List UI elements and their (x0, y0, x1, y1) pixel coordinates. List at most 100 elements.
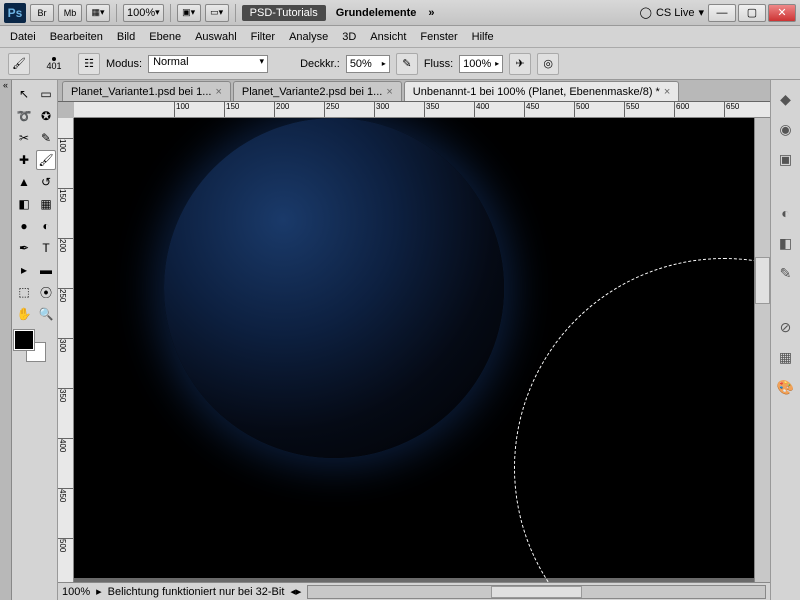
menu-bild[interactable]: Bild (117, 31, 135, 43)
horizontal-scrollbar[interactable] (307, 585, 766, 599)
eraser-tool[interactable]: ◧ (14, 194, 34, 214)
cslive-icon[interactable]: ◯ (640, 6, 652, 19)
quick-select-tool[interactable]: ✪ (36, 106, 56, 126)
move-tool[interactable]: ↖ (14, 84, 34, 104)
dodge-tool[interactable]: ◐ (36, 216, 56, 236)
screen-mode-button[interactable]: ▭▾ (205, 4, 229, 22)
bridge-button[interactable]: Br (30, 4, 54, 22)
document-area: Planet_Variante1.psd bei 1...× Planet_Va… (58, 80, 770, 600)
brush-preview[interactable]: 401 (36, 57, 72, 71)
mode-label: Modus: (106, 58, 142, 70)
path-select-tool[interactable]: ▸ (14, 260, 34, 280)
vertical-scrollbar[interactable] (754, 118, 770, 582)
layers-panel-icon[interactable]: ◆ (775, 88, 797, 110)
workspace-badge[interactable]: PSD-Tutorials (242, 5, 326, 21)
hand-tool[interactable]: ✋ (14, 304, 34, 324)
view-extras-button[interactable]: ▦▾ (86, 4, 110, 22)
status-bar: 100% ▸ Belichtung funktioniert nur bei 3… (58, 582, 770, 600)
flow-label: Fluss: (424, 58, 453, 70)
stamp-tool[interactable]: ▲ (14, 172, 34, 192)
3d-tool[interactable]: ⬚ (14, 282, 34, 302)
status-message: Belichtung funktioniert nur bei 32-Bit (108, 586, 285, 598)
close-icon[interactable]: × (664, 86, 670, 98)
tool-preset-picker[interactable]: 🖌 (8, 53, 30, 75)
history-panel-icon[interactable]: ◧ (775, 232, 797, 254)
close-icon[interactable]: × (215, 86, 221, 98)
gradient-tool[interactable]: ▦ (36, 194, 56, 214)
title-bar: Ps Br Mb ▦▾ 100% ▾ ▣▾ ▭▾ PSD-Tutorials G… (0, 0, 800, 26)
menu-datei[interactable]: Datei (10, 31, 36, 43)
paths-panel-icon[interactable]: ▣ (775, 148, 797, 170)
tab-variante2[interactable]: Planet_Variante2.psd bei 1...× (233, 81, 402, 101)
right-panel-dock: ◆ ◉ ▣ ◐ ◧ ✎ ⊘ ▦ 🎨 (770, 80, 800, 600)
pen-tool[interactable]: ✒ (14, 238, 34, 258)
minimize-button[interactable]: — (708, 4, 736, 22)
color-swatches[interactable] (14, 330, 50, 366)
options-bar: 🖌 401 ☷ Modus: Normal Deckkr.: 50% ✎ Flu… (0, 48, 800, 80)
opacity-input[interactable]: 50% (346, 55, 390, 73)
opacity-label: Deckkr.: (300, 58, 340, 70)
cslive-dropdown-icon[interactable]: ▾ (698, 6, 704, 19)
toolbox: ↖ ▭ ➰ ✪ ✂ ✎ ✚ 🖌 ▲ ↺ ◧ ▦ ● ◐ ✒ T ▸ ▬ ⬚ ⦿ … (12, 80, 58, 600)
photoshop-logo: Ps (4, 3, 26, 23)
blend-mode-select[interactable]: Normal (148, 55, 268, 73)
vertical-ruler[interactable]: 100150200250300350400450500 (58, 118, 74, 582)
status-arrow-icon[interactable]: ▸ (96, 585, 102, 598)
history-brush-tool[interactable]: ↺ (36, 172, 56, 192)
minibridge-button[interactable]: Mb (58, 4, 82, 22)
shape-tool[interactable]: ▬ (36, 260, 56, 280)
tab-unbenannt[interactable]: Unbenannt-1 bei 100% (Planet, Ebenenmask… (404, 81, 680, 101)
tab-variante1[interactable]: Planet_Variante1.psd bei 1...× (62, 81, 231, 101)
menu-ebene[interactable]: Ebene (149, 31, 181, 43)
3d-camera-tool[interactable]: ⦿ (36, 282, 56, 302)
menu-3d[interactable]: 3D (342, 31, 356, 43)
menu-auswahl[interactable]: Auswahl (195, 31, 237, 43)
blur-tool[interactable]: ● (14, 216, 34, 236)
brush-panel-toggle[interactable]: ☷ (78, 53, 100, 75)
cslive-label[interactable]: CS Live (656, 7, 695, 19)
brush-panel-icon[interactable]: ✎ (775, 262, 797, 284)
airbrush-icon[interactable]: ✈ (509, 53, 531, 75)
more-icon[interactable]: » (428, 7, 434, 19)
canvas[interactable]: + (74, 118, 754, 582)
document-tabs: Planet_Variante1.psd bei 1...× Planet_Va… (58, 80, 770, 102)
menu-filter[interactable]: Filter (251, 31, 275, 43)
maximize-button[interactable]: ▢ (738, 4, 766, 22)
crop-tool[interactable]: ✂ (14, 128, 34, 148)
left-collapse-strip[interactable]: « (0, 80, 12, 600)
flow-input[interactable]: 100% (459, 55, 503, 73)
artboard: + (74, 118, 754, 578)
close-button[interactable]: ✕ (768, 4, 796, 22)
opacity-pressure-icon[interactable]: ✎ (396, 53, 418, 75)
brush-tool[interactable]: 🖌 (36, 150, 56, 170)
foreground-color-swatch[interactable] (14, 330, 34, 350)
lasso-tool[interactable]: ➰ (14, 106, 34, 126)
adjustments-panel-icon[interactable]: ◐ (775, 202, 797, 224)
tablet-pressure-icon[interactable]: ◎ (537, 53, 559, 75)
zoom-tool[interactable]: 🔍 (36, 304, 56, 324)
menu-ansicht[interactable]: Ansicht (370, 31, 406, 43)
status-arrow-icon[interactable]: ◂▸ (290, 585, 301, 598)
menu-fenster[interactable]: Fenster (420, 31, 457, 43)
arrange-documents-button[interactable]: ▣▾ (177, 4, 201, 22)
color-panel-icon[interactable]: ⊘ (775, 316, 797, 338)
zoom-level-dropdown[interactable]: 100% ▾ (123, 4, 164, 22)
menu-bearbeiten[interactable]: Bearbeiten (50, 31, 103, 43)
status-zoom[interactable]: 100% (62, 586, 90, 598)
marquee-tool[interactable]: ▭ (36, 84, 56, 104)
close-icon[interactable]: × (386, 86, 392, 98)
workspace-name[interactable]: Grundelemente (336, 7, 417, 19)
horizontal-ruler[interactable]: 100150200250300350400450500550600650700 (74, 102, 770, 118)
planet-layer (164, 118, 504, 458)
selection-marquee (514, 258, 754, 582)
menu-bar: Datei Bearbeiten Bild Ebene Auswahl Filt… (0, 26, 800, 48)
main-area: « ↖ ▭ ➰ ✪ ✂ ✎ ✚ 🖌 ▲ ↺ ◧ ▦ ● ◐ ✒ T ▸ ▬ ⬚ … (0, 80, 800, 600)
menu-analyse[interactable]: Analyse (289, 31, 328, 43)
swatches-panel-icon[interactable]: ▦ (775, 346, 797, 368)
eyedropper-tool[interactable]: ✎ (36, 128, 56, 148)
type-tool[interactable]: T (36, 238, 56, 258)
styles-panel-icon[interactable]: 🎨 (775, 376, 797, 398)
channels-panel-icon[interactable]: ◉ (775, 118, 797, 140)
menu-hilfe[interactable]: Hilfe (472, 31, 494, 43)
healing-tool[interactable]: ✚ (14, 150, 34, 170)
